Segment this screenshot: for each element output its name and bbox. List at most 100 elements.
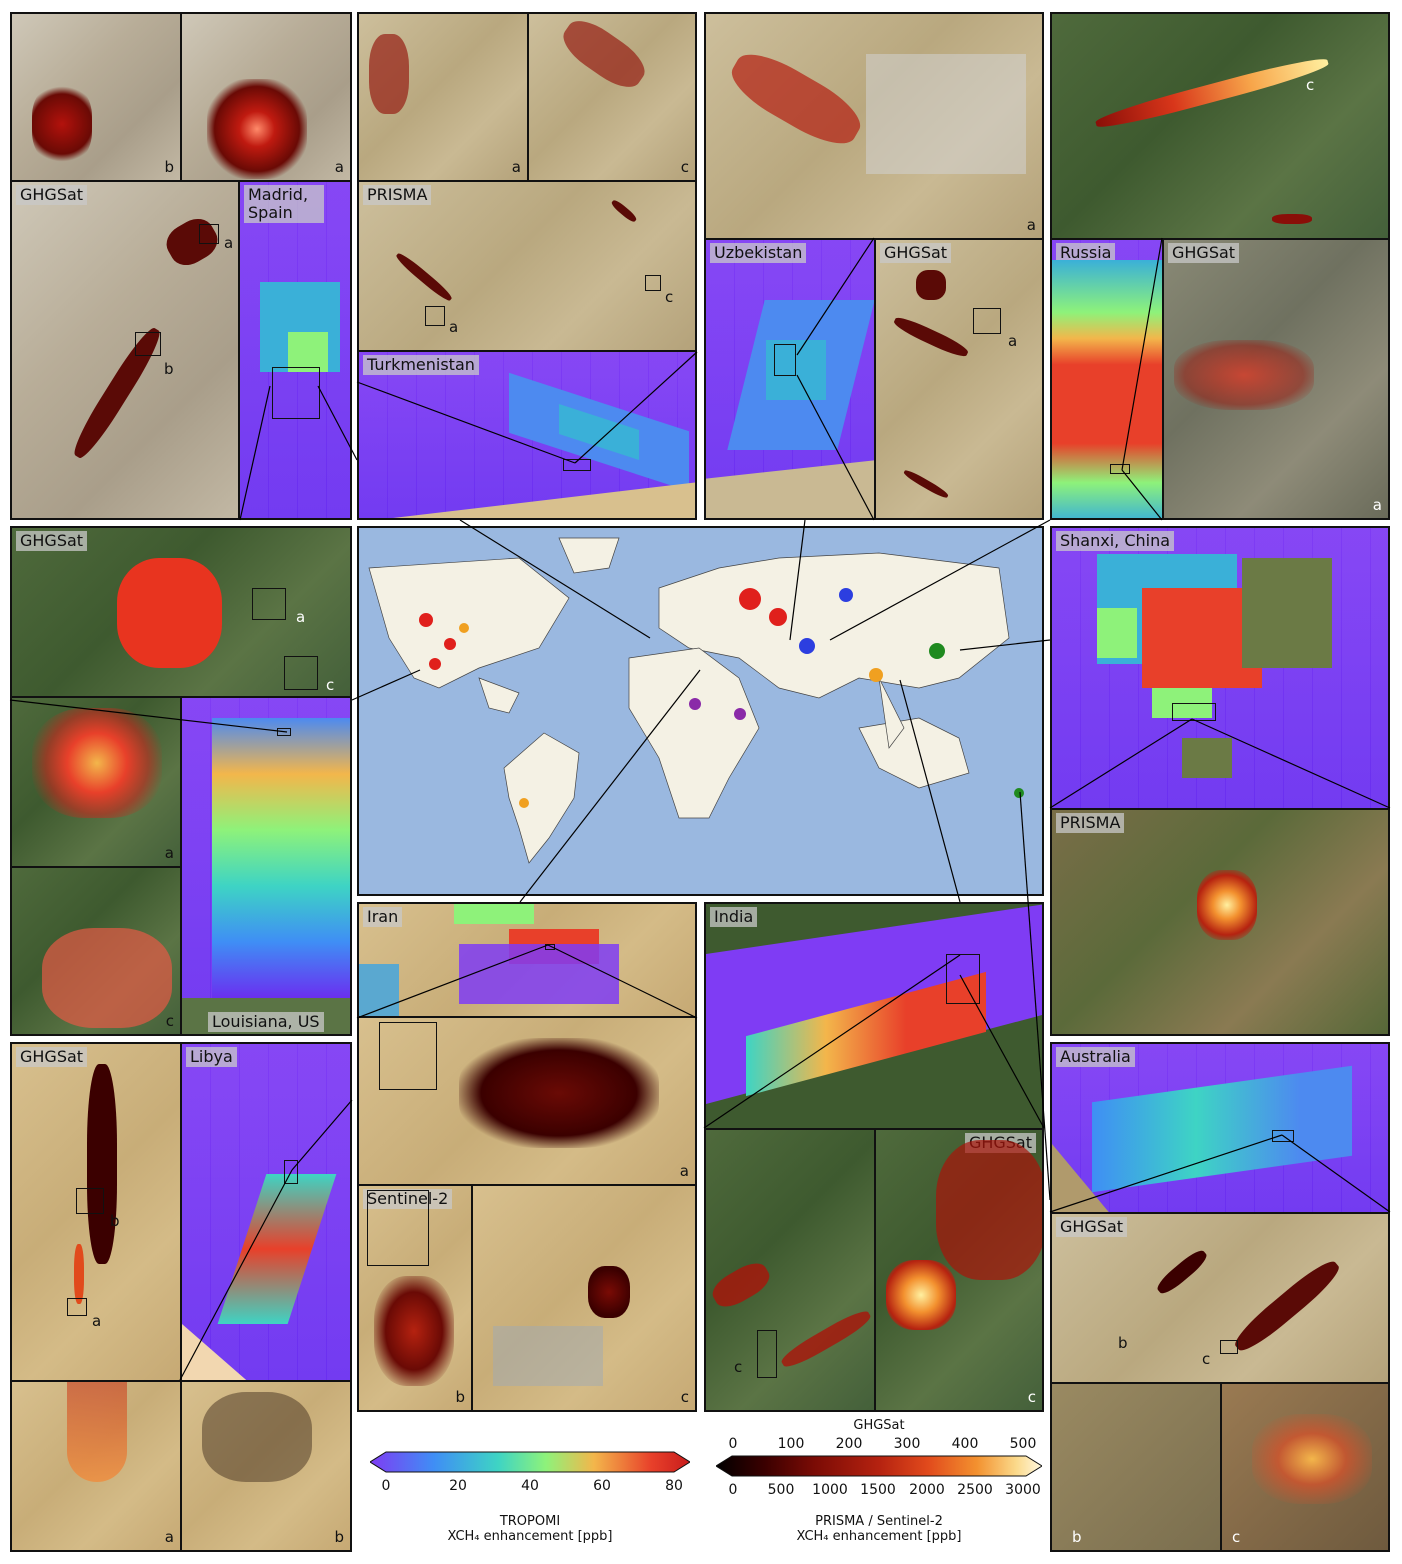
ghgsat-bottom-tick: 0: [728, 1482, 738, 1498]
marker: [739, 588, 761, 610]
zoom-box: [379, 1022, 437, 1090]
plume: [374, 1276, 454, 1386]
plume: [369, 34, 409, 114]
zoom-box: [774, 344, 796, 376]
plume: [902, 468, 950, 500]
ghgsat-bottom-tick: 3000: [1005, 1482, 1041, 1498]
tropomi-tick: 20: [449, 1478, 467, 1494]
panel-label: Turkmenistan: [363, 355, 479, 375]
plume: [886, 1260, 956, 1330]
panel-label: India: [710, 907, 758, 927]
plume: [1093, 53, 1331, 133]
uzbekistan-detail-a: a: [704, 12, 1044, 240]
plume: [42, 928, 172, 1028]
ghgsat-colorbar: GHGSat 0 100 200 300 400 500 0 500 1000 …: [716, 1418, 1042, 1560]
marker: [799, 638, 815, 654]
subpanel-tag: c: [1027, 1388, 1036, 1406]
marker: [429, 658, 441, 670]
tropomi-cell: [706, 460, 874, 518]
panel-label: Shanxi, China: [1056, 531, 1175, 551]
plume: [459, 1038, 659, 1148]
panel-label: GHGSat: [1056, 1217, 1128, 1237]
subpanel-tag: a: [511, 158, 521, 176]
plume: [936, 1140, 1042, 1280]
ghgsat-top-tick: 500: [1009, 1436, 1037, 1452]
ghgsat-bottom-tick: 1500: [860, 1482, 896, 1498]
subpanel-tag: b: [164, 360, 174, 378]
world-map: [357, 526, 1044, 896]
ghgsat-top-tick: 200: [835, 1436, 863, 1452]
tropomi-colorbar: 0 20 40 60 80 TROPOMI XCH₄ enhancement […: [370, 1450, 690, 1560]
subpanel-tag: a: [334, 158, 344, 176]
tropomi-cell: [454, 904, 534, 924]
zoom-box: [284, 1160, 298, 1184]
tropomi-cell: [1242, 558, 1332, 668]
zoom-box: [973, 308, 1001, 334]
subpanel-tag: c: [680, 158, 689, 176]
marker: [929, 643, 945, 659]
zoom-box: [545, 944, 555, 950]
louisiana-detail-c: c: [10, 866, 182, 1036]
india-tropomi-panel: India: [704, 902, 1044, 1130]
madrid-detail-b: b: [10, 12, 182, 182]
ghgsat-colorbar-top-title: GHGSat: [853, 1418, 905, 1433]
panel-label: Louisiana, US: [208, 1012, 324, 1032]
plume: [722, 42, 870, 156]
marker: [769, 608, 787, 626]
ghgsat-bottom-tick: 1000: [812, 1482, 848, 1498]
libya-ghgsat-panel: GHGSat b a: [10, 1042, 182, 1382]
zoom-box: [1172, 703, 1216, 721]
tropomi-cell: [1097, 608, 1137, 658]
subpanel-tag: a: [1008, 332, 1018, 350]
marker: [419, 613, 433, 627]
subpanel-tag: b: [1072, 1528, 1082, 1546]
ghgsat-title-line1: PRISMA / Sentinel-2: [815, 1514, 943, 1529]
subpanel-tag: a: [679, 1162, 689, 1180]
turkmenistan-tropomi-panel: Turkmenistan: [357, 350, 697, 520]
plume: [1252, 1414, 1372, 1504]
madrid-detail-a: a: [180, 12, 352, 182]
plume: [707, 1257, 775, 1313]
ghgsat-top-tick: 0: [728, 1436, 738, 1452]
subpanel-tag: b: [334, 1528, 344, 1546]
louisiana-detail-a: a: [10, 696, 182, 868]
marker: [1014, 788, 1024, 798]
ghgsat-title-line2: XCH₄ enhancement [ppb]: [796, 1529, 962, 1544]
panel-label: Russia: [1056, 243, 1116, 263]
tropomi-cell: [1052, 260, 1162, 518]
zoom-box: [135, 332, 161, 356]
ghgsat-top-tick: 400: [951, 1436, 979, 1452]
zoom-box: [1110, 464, 1130, 474]
tropomi-cell: [288, 332, 328, 372]
zoom-box: [252, 588, 286, 620]
marker: [459, 623, 469, 633]
tropomi-tick: 60: [593, 1478, 611, 1494]
australia-detail-b: b: [1050, 1382, 1222, 1552]
shanxi-tropomi-panel: Shanxi, China: [1050, 526, 1390, 810]
plume: [74, 1244, 84, 1304]
zoom-box: [1220, 1340, 1238, 1354]
subpanel-tag: c: [1202, 1350, 1211, 1368]
plume: [609, 198, 639, 224]
tropomi-title-line1: TROPOMI: [499, 1514, 561, 1529]
tropomi-cell: [359, 482, 695, 518]
plume: [1197, 870, 1257, 940]
tropomi-cell: [212, 718, 350, 998]
panel-label: PRISMA: [1056, 813, 1125, 833]
facility: [866, 54, 1026, 174]
ghgsat-bottom-tick: 500: [767, 1482, 795, 1498]
libya-detail-a: a: [10, 1380, 182, 1552]
subpanel-tag: b: [164, 158, 174, 176]
plume: [67, 1382, 127, 1482]
shanxi-prisma-panel: PRISMA: [1050, 808, 1390, 1036]
tropomi-cell: [217, 1174, 337, 1324]
plume: [1272, 214, 1312, 224]
zoom-box: [946, 954, 980, 1004]
subpanel-tag: a: [164, 844, 174, 862]
turkmenistan-detail-c: c: [527, 12, 697, 182]
tropomi-title-line2: XCH₄ enhancement [ppb]: [447, 1529, 613, 1544]
zoom-box: [645, 275, 661, 291]
ghgsat-bottom-tick: 2500: [957, 1482, 993, 1498]
russia-detail-c: c: [1050, 12, 1390, 240]
plume: [1174, 340, 1314, 410]
